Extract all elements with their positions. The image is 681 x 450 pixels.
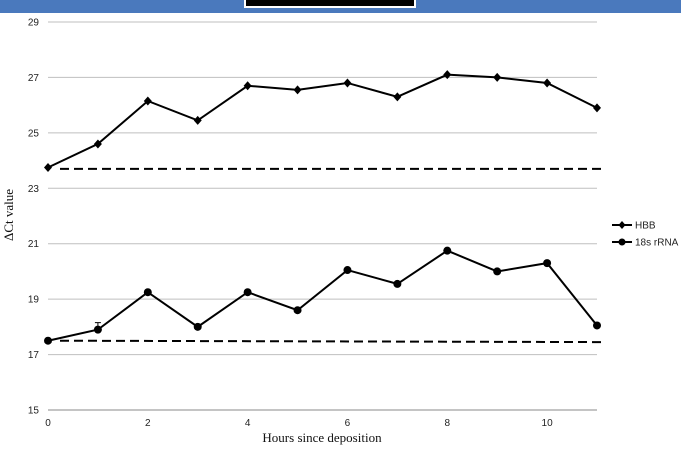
y-tick-label: 17 — [28, 350, 40, 361]
legend-label: HBB — [635, 221, 656, 232]
dashed-reference-line-2 — [59, 339, 604, 344]
data-point — [543, 259, 552, 268]
legend-label: 18s rRNA — [635, 238, 679, 249]
y-tick-label: 29 — [28, 18, 40, 29]
data-point — [543, 78, 552, 88]
y-tick-label: 15 — [28, 406, 40, 417]
data-point — [593, 321, 601, 330]
data-point — [93, 139, 102, 149]
legend-marker — [618, 221, 626, 229]
data-point — [44, 336, 52, 345]
data-point — [343, 266, 352, 275]
data-point — [493, 267, 502, 276]
data-point — [243, 81, 252, 91]
data-point — [293, 85, 302, 95]
x-tick-label: 10 — [542, 418, 554, 429]
y-tick-label: 25 — [28, 128, 40, 139]
data-point — [493, 72, 502, 82]
data-point — [393, 92, 402, 102]
top-bar-black-block — [246, 0, 414, 6]
series-lines — [44, 70, 601, 345]
series-hbb — [44, 70, 601, 172]
data-point — [44, 163, 52, 172]
y-tick-label: 21 — [28, 239, 40, 250]
legend: HBB 18s rRNA — [612, 221, 679, 249]
data-point — [193, 115, 202, 125]
data-point — [593, 103, 601, 113]
data-point — [343, 78, 352, 88]
legend-marker — [618, 238, 626, 246]
y-tick-label: 23 — [28, 184, 40, 195]
x-tick-label: 0 — [45, 418, 51, 429]
data-point — [143, 96, 152, 106]
series-line — [47, 73, 598, 169]
x-tick-label: 4 — [245, 418, 251, 429]
x-tick-label: 8 — [444, 418, 450, 429]
y-axis-title: ΔCt value — [1, 189, 16, 241]
series-line — [47, 249, 598, 342]
series-18s-rrna — [44, 246, 601, 345]
data-point — [443, 246, 452, 255]
reference-lines — [59, 167, 604, 344]
y-tick-labels: 15 17 19 21 23 25 27 29 — [28, 18, 40, 417]
data-point — [393, 279, 402, 288]
gridlines — [48, 21, 597, 356]
x-tick-label: 2 — [145, 418, 151, 429]
data-point — [193, 322, 202, 331]
data-point — [293, 306, 302, 315]
legend-item: 18s rRNA — [612, 238, 679, 249]
data-point — [443, 70, 452, 80]
y-tick-label: 27 — [28, 73, 40, 84]
x-axis-title: Hours since deposition — [262, 430, 382, 445]
legend-item: HBB — [612, 221, 656, 232]
x-tick-labels: 0 2 4 6 8 10 — [45, 418, 553, 429]
data-point — [143, 288, 152, 297]
data-point — [243, 288, 252, 297]
y-tick-label: 19 — [28, 295, 40, 306]
x-tick-label: 6 — [345, 418, 351, 429]
